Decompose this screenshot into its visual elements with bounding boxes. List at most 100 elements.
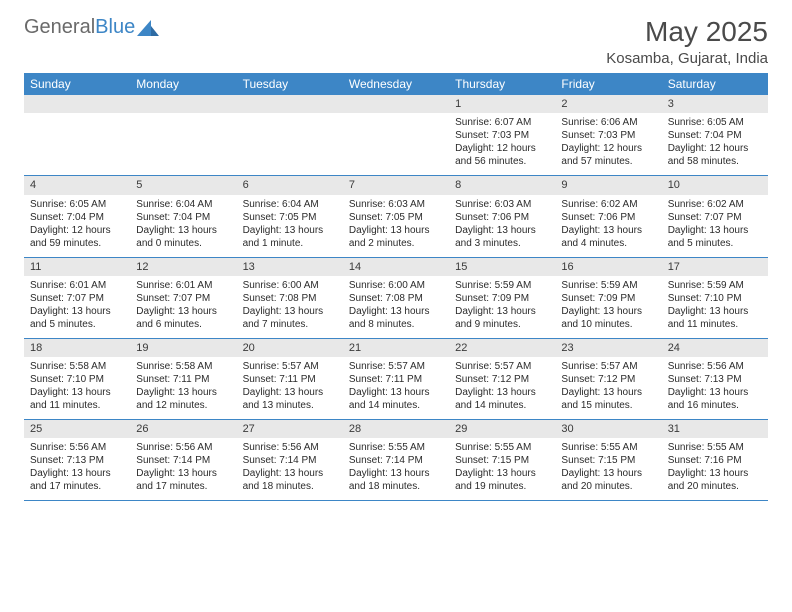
sunset-line: Sunset: 7:10 PM [30,373,124,386]
day-cell: 14Sunrise: 6:00 AMSunset: 7:08 PMDayligh… [343,257,449,338]
sunset-line: Sunset: 7:06 PM [455,211,549,224]
sunrise-line: Sunrise: 5:57 AM [455,360,549,373]
day-cell: 19Sunrise: 5:58 AMSunset: 7:11 PMDayligh… [130,338,236,419]
sunset-line: Sunset: 7:05 PM [243,211,337,224]
day-body: Sunrise: 6:01 AMSunset: 7:07 PMDaylight:… [130,276,236,338]
day-number: 31 [662,420,768,438]
day-cell: 1Sunrise: 6:07 AMSunset: 7:03 PMDaylight… [449,95,555,176]
day-cell [237,95,343,176]
day-cell: 6Sunrise: 6:04 AMSunset: 7:05 PMDaylight… [237,176,343,257]
day-cell [343,95,449,176]
day-number: 13 [237,258,343,276]
sunrise-line: Sunrise: 6:01 AM [30,279,124,292]
day-body: Sunrise: 6:06 AMSunset: 7:03 PMDaylight:… [555,113,661,175]
day-body: Sunrise: 5:56 AMSunset: 7:14 PMDaylight:… [130,438,236,500]
daylight-line: Daylight: 13 hours and 9 minutes. [455,305,549,331]
sunset-line: Sunset: 7:14 PM [243,454,337,467]
sunrise-line: Sunrise: 6:02 AM [561,198,655,211]
day-cell: 28Sunrise: 5:55 AMSunset: 7:14 PMDayligh… [343,420,449,501]
day-cell: 30Sunrise: 5:55 AMSunset: 7:15 PMDayligh… [555,420,661,501]
day-cell: 9Sunrise: 6:02 AMSunset: 7:06 PMDaylight… [555,176,661,257]
day-body: Sunrise: 5:55 AMSunset: 7:15 PMDaylight:… [449,438,555,500]
daylight-line: Daylight: 13 hours and 17 minutes. [136,467,230,493]
day-cell [24,95,130,176]
sunset-line: Sunset: 7:15 PM [561,454,655,467]
day-number: 22 [449,339,555,357]
sunset-line: Sunset: 7:15 PM [455,454,549,467]
daylight-line: Daylight: 13 hours and 18 minutes. [349,467,443,493]
sunrise-line: Sunrise: 6:03 AM [455,198,549,211]
dow-monday: Monday [130,73,236,95]
day-cell: 23Sunrise: 5:57 AMSunset: 7:12 PMDayligh… [555,338,661,419]
sunrise-line: Sunrise: 6:01 AM [136,279,230,292]
week-row: 25Sunrise: 5:56 AMSunset: 7:13 PMDayligh… [24,420,768,501]
day-body: Sunrise: 6:00 AMSunset: 7:08 PMDaylight:… [343,276,449,338]
daylight-line: Daylight: 13 hours and 11 minutes. [30,386,124,412]
sunrise-line: Sunrise: 6:00 AM [349,279,443,292]
day-body: Sunrise: 6:05 AMSunset: 7:04 PMDaylight:… [662,113,768,175]
day-body: Sunrise: 6:04 AMSunset: 7:04 PMDaylight:… [130,195,236,257]
daylight-line: Daylight: 13 hours and 12 minutes. [136,386,230,412]
daylight-line: Daylight: 13 hours and 14 minutes. [455,386,549,412]
logo: GeneralBlue [24,16,159,39]
week-row: 18Sunrise: 5:58 AMSunset: 7:10 PMDayligh… [24,338,768,419]
sunrise-line: Sunrise: 5:56 AM [136,441,230,454]
day-body: Sunrise: 5:58 AMSunset: 7:11 PMDaylight:… [130,357,236,419]
day-body: Sunrise: 5:55 AMSunset: 7:14 PMDaylight:… [343,438,449,500]
daylight-line: Daylight: 13 hours and 20 minutes. [668,467,762,493]
day-number: 7 [343,176,449,194]
sunrise-line: Sunrise: 5:56 AM [668,360,762,373]
dow-saturday: Saturday [662,73,768,95]
day-body: Sunrise: 5:57 AMSunset: 7:12 PMDaylight:… [555,357,661,419]
daylight-line: Daylight: 13 hours and 4 minutes. [561,224,655,250]
day-number: 15 [449,258,555,276]
daylight-line: Daylight: 13 hours and 19 minutes. [455,467,549,493]
day-number: 8 [449,176,555,194]
daylight-line: Daylight: 13 hours and 15 minutes. [561,386,655,412]
day-number: 18 [24,339,130,357]
daylight-line: Daylight: 12 hours and 57 minutes. [561,142,655,168]
day-number: 14 [343,258,449,276]
day-number: 1 [449,95,555,113]
dow-thursday: Thursday [449,73,555,95]
day-cell: 22Sunrise: 5:57 AMSunset: 7:12 PMDayligh… [449,338,555,419]
sunset-line: Sunset: 7:04 PM [668,129,762,142]
day-body: Sunrise: 5:58 AMSunset: 7:10 PMDaylight:… [24,357,130,419]
day-cell: 31 Sunrise: 5:55 AMSunset: 7:16 PMDayligh… [662,420,768,501]
sunset-line: Sunset: 7:05 PM [349,211,443,224]
day-number: 10 [662,176,768,194]
sunrise-line: Sunrise: 6:06 AM [561,116,655,129]
day-cell: 7Sunrise: 6:03 AMSunset: 7:05 PMDaylight… [343,176,449,257]
sunrise-line: Sunrise: 6:07 AM [455,116,549,129]
sunset-line: Sunset: 7:03 PM [455,129,549,142]
sunrise-line: Sunrise: 6:00 AM [243,279,337,292]
dow-row: Sunday Monday Tuesday Wednesday Thursday… [24,73,768,95]
day-body: Sunrise: 6:05 AMSunset: 7:04 PMDaylight:… [24,195,130,257]
day-cell: 3Sunrise: 6:05 AMSunset: 7:04 PMDaylight… [662,95,768,176]
logo-text-blue: Blue [95,16,135,38]
day-cell: 26Sunrise: 5:56 AMSunset: 7:14 PMDayligh… [130,420,236,501]
day-body: Sunrise: 6:00 AMSunset: 7:08 PMDaylight:… [237,276,343,338]
daylight-line: Daylight: 13 hours and 5 minutes. [30,305,124,331]
day-cell: 17Sunrise: 5:59 AMSunset: 7:10 PMDayligh… [662,257,768,338]
day-number: 26 [130,420,236,438]
sunset-line: Sunset: 7:04 PM [136,211,230,224]
sunset-line: Sunset: 7:13 PM [668,373,762,386]
day-number: 9 [555,176,661,194]
day-cell: 8Sunrise: 6:03 AMSunset: 7:06 PMDaylight… [449,176,555,257]
sunset-line: Sunset: 7:07 PM [30,292,124,305]
sunset-line: Sunset: 7:16 PM [668,454,762,467]
daylight-line: Daylight: 13 hours and 16 minutes. [668,386,762,412]
sunrise-line: Sunrise: 6:04 AM [243,198,337,211]
day-number: 11 [24,258,130,276]
sunset-line: Sunset: 7:11 PM [136,373,230,386]
sunrise-line: Sunrise: 5:55 AM [668,441,762,454]
sunset-line: Sunset: 7:09 PM [455,292,549,305]
dow-friday: Friday [555,73,661,95]
day-number: 16 [555,258,661,276]
day-body: Sunrise: 5:59 AMSunset: 7:09 PMDaylight:… [449,276,555,338]
daylight-line: Daylight: 13 hours and 11 minutes. [668,305,762,331]
day-body: Sunrise: 5:57 AMSunset: 7:12 PMDaylight:… [449,357,555,419]
day-body: Sunrise: 6:03 AMSunset: 7:05 PMDaylight:… [343,195,449,257]
day-cell: 18Sunrise: 5:58 AMSunset: 7:10 PMDayligh… [24,338,130,419]
